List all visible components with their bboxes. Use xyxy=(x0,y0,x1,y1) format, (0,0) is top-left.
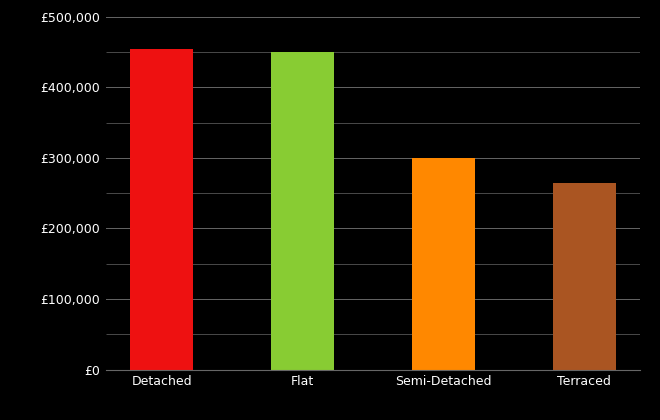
Bar xyxy=(271,52,334,370)
Bar xyxy=(412,158,475,370)
Bar xyxy=(130,49,193,370)
Bar xyxy=(552,183,616,370)
